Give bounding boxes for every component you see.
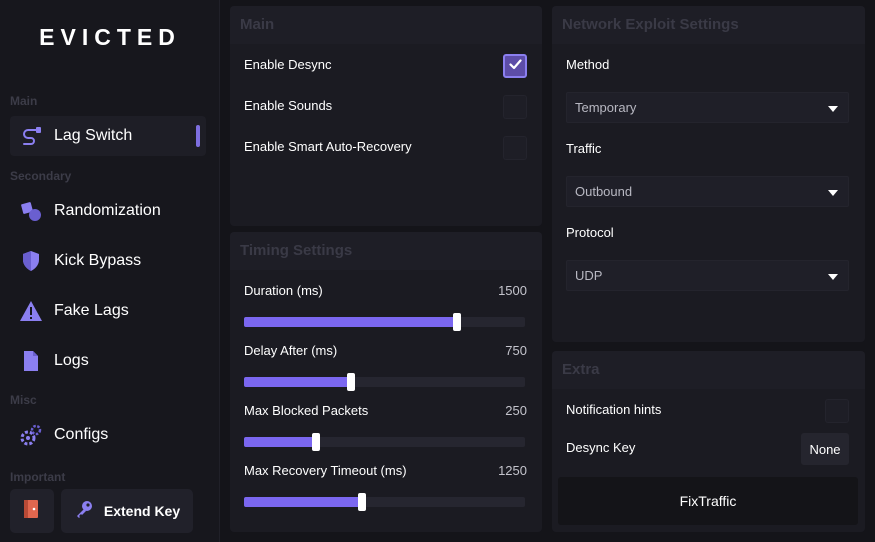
panel-title: Network Exploit Settings: [552, 6, 865, 44]
notification-hints-label: Notification hints: [566, 402, 662, 417]
sidebar-item-fake-lags[interactable]: Fake Lags: [10, 291, 206, 331]
file-icon: [19, 349, 43, 373]
check-icon: [508, 57, 522, 75]
slider-fill: [244, 437, 317, 447]
enable-desync-checkbox[interactable]: [503, 54, 527, 78]
desync-key-label: Desync Key: [566, 440, 636, 455]
app-logo: EVICTED: [39, 24, 181, 50]
sidebar-item-randomization[interactable]: Randomization: [10, 191, 206, 231]
notification-hints-checkbox[interactable]: [825, 399, 849, 423]
caret-down-icon: [828, 99, 838, 117]
select-value: Outbound: [575, 184, 633, 199]
active-indicator: [196, 125, 200, 147]
section-label-secondary: Secondary: [10, 169, 72, 183]
caret-down-icon: [828, 183, 838, 201]
slider-value: 250: [505, 403, 527, 418]
enable-smart-auto-recovery-checkbox[interactable]: [503, 136, 527, 160]
slider-fill: [244, 317, 457, 327]
panel-title: Extra: [552, 351, 865, 389]
traffic-label: Traffic: [566, 141, 602, 156]
enable-sounds-label: Enable Sounds: [244, 98, 333, 113]
section-label-misc: Misc: [10, 393, 37, 407]
method-select[interactable]: Temporary: [566, 92, 849, 123]
slider-value: 1500: [498, 283, 527, 298]
main-panel: Main Enable Desync Enable Sounds Enable …: [230, 6, 542, 226]
fix-traffic-button[interactable]: FixTraffic: [558, 477, 858, 525]
gears-icon: [19, 423, 43, 447]
slider-label: Max Blocked Packets: [244, 403, 369, 418]
max-recovery-timeout-slider[interactable]: [244, 493, 525, 511]
slider-label: Delay After (ms): [244, 343, 338, 358]
sidebar-item-logs[interactable]: Logs: [10, 341, 206, 381]
slider-thumb[interactable]: [452, 313, 461, 331]
slider-fill: [244, 497, 363, 507]
slider-thumb[interactable]: [358, 493, 367, 511]
traffic-select[interactable]: Outbound: [566, 176, 849, 207]
select-value: UDP: [575, 268, 603, 283]
sidebar-item-label: Fake Lags: [54, 302, 129, 319]
sidebar-item-label: Logs: [54, 352, 89, 369]
slider-fill: [244, 377, 351, 387]
sidebar-item-label: Configs: [54, 426, 109, 443]
protocol-select[interactable]: UDP: [566, 260, 849, 291]
shapes-icon: [19, 199, 43, 223]
sidebar-item-label: Randomization: [54, 202, 161, 219]
exit-door-icon: [23, 499, 41, 524]
key-icon: [74, 499, 94, 524]
slider-value: 750: [505, 343, 527, 358]
sidebar-item-configs[interactable]: Configs: [10, 415, 206, 455]
panel-title: Timing Settings: [230, 232, 542, 270]
cable-icon: [19, 124, 43, 148]
extend-key-button[interactable]: Extend Key: [61, 489, 193, 533]
protocol-label: Protocol: [566, 225, 614, 240]
slider-value: 1250: [498, 463, 527, 478]
slider-thumb[interactable]: [312, 433, 321, 451]
extend-key-label: Extend Key: [103, 503, 181, 519]
max-blocked-packets-slider[interactable]: [244, 433, 525, 451]
shield-icon: [19, 249, 43, 273]
slider-thumb[interactable]: [346, 373, 355, 391]
warning-icon: [19, 299, 43, 323]
slider-label: Max Recovery Timeout (ms): [244, 463, 407, 478]
sidebar-item-label: Lag Switch: [54, 127, 133, 144]
method-label: Method: [566, 57, 610, 72]
extra-panel: Extra Notification hints Desync Key None…: [552, 351, 865, 532]
desync-key-button[interactable]: None: [801, 433, 849, 465]
sidebar: EVICTED Main Lag Switch Secondary Random…: [0, 0, 220, 542]
sidebar-item-label: Kick Bypass: [54, 252, 142, 269]
exit-button[interactable]: [10, 489, 54, 533]
section-label-important: Important: [10, 470, 66, 484]
panel-title: Main: [230, 6, 542, 44]
enable-smart-auto-recovery-label: Enable Smart Auto-Recovery: [244, 139, 412, 154]
section-label-main: Main: [10, 94, 38, 108]
timing-settings-panel: Timing Settings Duration (ms) 1500 Delay…: [230, 232, 542, 532]
enable-sounds-checkbox[interactable]: [503, 95, 527, 119]
duration-slider[interactable]: [244, 313, 525, 331]
slider-label: Duration (ms): [244, 283, 323, 298]
sidebar-item-kick-bypass[interactable]: Kick Bypass: [10, 241, 206, 281]
enable-desync-label: Enable Desync: [244, 57, 332, 72]
sidebar-item-lag-switch[interactable]: Lag Switch: [10, 116, 206, 156]
select-value: Temporary: [575, 100, 637, 115]
network-exploit-panel: Network Exploit Settings Method Temporar…: [552, 6, 865, 342]
caret-down-icon: [828, 267, 838, 285]
delay-after-slider[interactable]: [244, 373, 525, 391]
